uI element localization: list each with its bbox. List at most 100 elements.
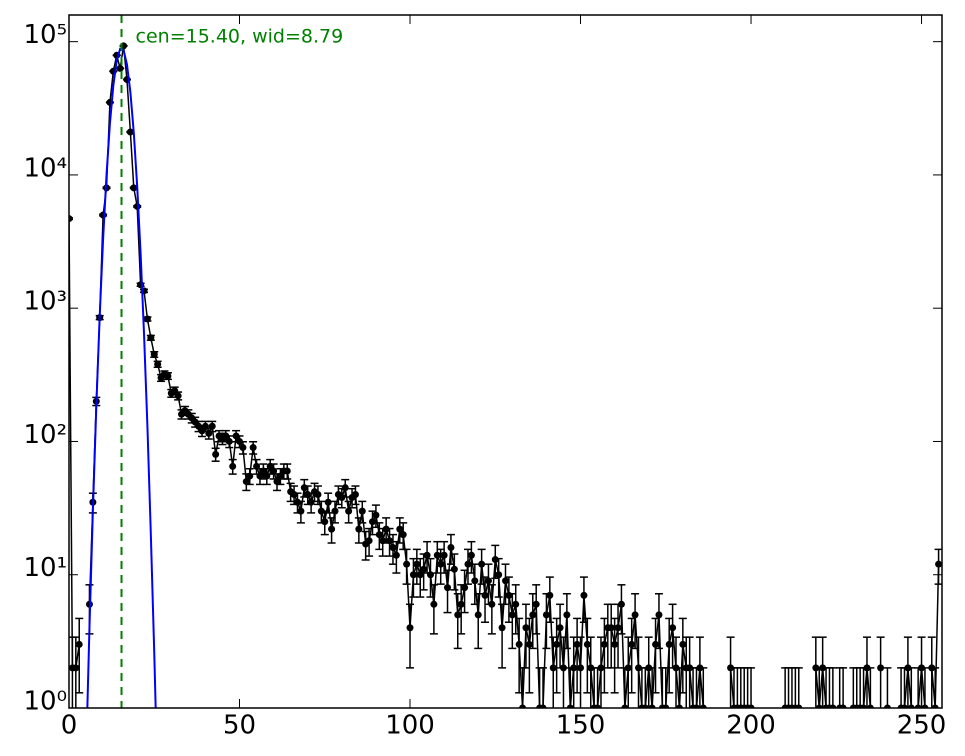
data-point <box>355 525 363 533</box>
data-point <box>147 334 155 342</box>
data-point <box>290 490 298 498</box>
y-tick-label: 10⁵ <box>23 20 67 50</box>
data-point <box>249 444 257 452</box>
data-point <box>225 437 233 445</box>
data-point <box>454 611 462 619</box>
data-point <box>208 422 216 430</box>
data-point <box>72 664 80 672</box>
data-point <box>478 560 486 568</box>
data-point <box>675 704 683 708</box>
data-point <box>484 577 492 585</box>
data-point <box>679 640 687 648</box>
data-point <box>553 640 561 648</box>
data-point <box>570 664 578 672</box>
data-point <box>341 484 349 492</box>
data-point <box>491 556 499 564</box>
data-point <box>324 498 332 506</box>
data-point <box>580 591 588 599</box>
data-point <box>481 591 489 599</box>
data-point <box>413 560 421 568</box>
data-point <box>389 544 397 552</box>
data-point <box>600 640 608 648</box>
data-point <box>440 551 448 559</box>
data-point <box>430 600 438 608</box>
data-point <box>508 611 516 619</box>
data-point <box>641 704 649 708</box>
data-point <box>795 704 803 708</box>
data-point <box>614 624 622 632</box>
data-point <box>931 704 939 708</box>
data-point <box>212 450 220 458</box>
data-point <box>542 611 550 619</box>
data-point <box>69 215 73 223</box>
data-point <box>502 577 509 585</box>
data-point <box>474 611 482 619</box>
data-point <box>75 640 83 648</box>
y-tick-label: 10⁰ <box>23 687 67 717</box>
data-point <box>498 624 506 632</box>
data-point <box>860 704 868 708</box>
data-point <box>457 600 465 608</box>
data-point <box>467 551 475 559</box>
data-point <box>369 518 377 526</box>
data-point <box>399 531 407 539</box>
data-point <box>549 664 557 672</box>
data-point <box>573 640 581 648</box>
data-point <box>423 551 431 559</box>
data-point <box>358 507 366 515</box>
data-point <box>297 507 305 515</box>
data-point <box>631 611 639 619</box>
data-point <box>839 704 847 708</box>
data-point <box>256 472 264 480</box>
data-point <box>829 704 837 708</box>
data-point <box>229 462 237 470</box>
data-point <box>174 392 182 400</box>
data-point <box>652 640 660 648</box>
data-point <box>617 600 625 608</box>
data-point <box>273 478 281 486</box>
data-point <box>283 467 291 475</box>
data-point <box>519 704 527 708</box>
data-point <box>539 704 547 708</box>
data-point <box>137 281 145 289</box>
data-point <box>883 704 891 708</box>
data-point <box>471 577 479 585</box>
data-point <box>900 704 908 708</box>
data-point <box>433 551 441 559</box>
data-point <box>815 704 823 708</box>
data-point <box>426 571 434 579</box>
data-point <box>328 525 336 533</box>
data-point <box>665 640 673 648</box>
x-tick-label: 0 <box>61 711 78 741</box>
data-point <box>914 704 922 708</box>
data-point <box>607 624 615 632</box>
data-point <box>655 611 663 619</box>
data-point <box>409 571 417 579</box>
data-point <box>444 584 452 592</box>
data-point <box>515 640 523 648</box>
data-point <box>375 531 383 539</box>
data-point <box>461 584 469 592</box>
data-point <box>447 544 455 552</box>
data-point <box>662 704 670 708</box>
data-point <box>529 611 537 619</box>
data-point <box>597 664 605 672</box>
data-point <box>396 525 404 533</box>
data-point <box>935 560 942 568</box>
data-point <box>314 490 322 498</box>
data-point <box>331 507 339 515</box>
data-point <box>522 624 530 632</box>
data-point <box>594 704 602 708</box>
data-point <box>154 360 162 368</box>
data-point <box>563 611 571 619</box>
data-point <box>406 624 414 632</box>
data-point <box>321 518 329 526</box>
data-point <box>512 600 520 608</box>
x-tick-label: 150 <box>556 711 606 741</box>
data-point <box>403 560 411 568</box>
data-point <box>246 472 254 480</box>
data-point <box>628 640 636 648</box>
data-point <box>365 537 373 545</box>
data-point <box>276 472 284 480</box>
